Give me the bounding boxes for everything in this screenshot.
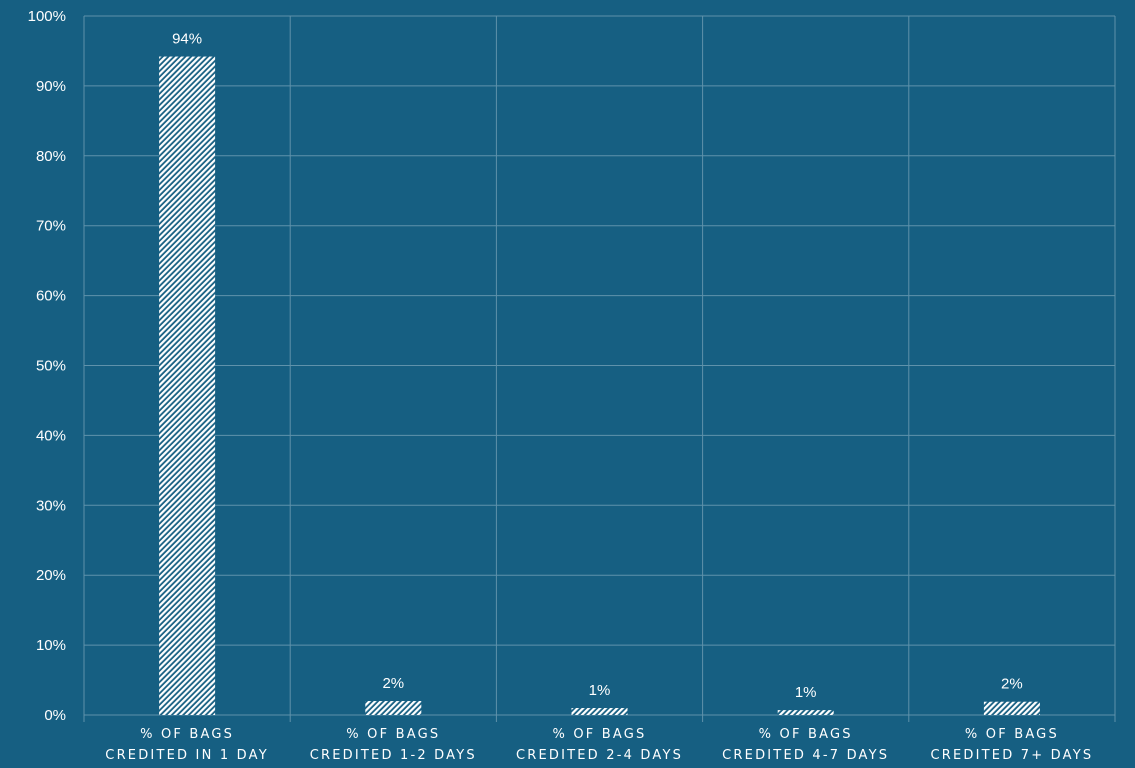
bar-1	[365, 701, 422, 715]
y-tick-label: 90%	[36, 78, 66, 95]
category-label-0-line-1: CREDITED IN 1 DAY	[105, 748, 269, 763]
y-tick-label: 10%	[36, 637, 66, 654]
bar-4	[983, 701, 1040, 715]
bar-2	[571, 708, 628, 715]
y-tick-label: 20%	[36, 567, 66, 584]
bar-3	[777, 710, 834, 715]
category-label-2-line-1: CREDITED 2-4 DAYS	[516, 748, 683, 763]
category-label-1-line-0: % OF BAGS	[346, 727, 440, 742]
category-label-0-line-0: % OF BAGS	[140, 727, 234, 742]
data-label-0: 94%	[172, 31, 202, 48]
data-label-2: 1%	[589, 682, 611, 699]
category-label-4-line-1: CREDITED 7+ DAYS	[930, 748, 1093, 763]
y-tick-label: 60%	[36, 288, 66, 305]
category-label-3-line-1: CREDITED 4-7 DAYS	[722, 748, 889, 763]
bar-series	[159, 56, 1040, 716]
category-label-4-line-0: % OF BAGS	[965, 727, 1059, 742]
y-tick-label: 80%	[36, 148, 66, 165]
y-tick-label: 100%	[28, 8, 66, 25]
y-tick-label: 40%	[36, 427, 66, 444]
gridlines	[83, 15, 1116, 722]
data-labels: 94% 2% 1% 1% 2%	[172, 31, 1023, 702]
x-axis-category-labels: % OF BAGS CREDITED IN 1 DAY % OF BAGS CREDI…	[105, 727, 1093, 763]
y-tick-label: 30%	[36, 497, 66, 514]
data-label-3: 1%	[795, 684, 817, 701]
category-label-1-line-1: CREDITED 1-2 DAYS	[310, 748, 477, 763]
bar-0	[159, 56, 216, 716]
category-label-2-line-0: % OF BAGS	[552, 727, 646, 742]
y-axis-tick-labels: 0% 10% 20% 30% 40% 50% 60% 70% 80% 90% 100%	[28, 8, 66, 724]
data-label-1: 2%	[382, 675, 404, 692]
y-tick-label: 70%	[36, 218, 66, 235]
category-label-3-line-0: % OF BAGS	[759, 727, 853, 742]
y-tick-label: 0%	[44, 707, 66, 724]
y-tick-label: 50%	[36, 358, 66, 375]
data-label-4: 2%	[1001, 676, 1023, 693]
